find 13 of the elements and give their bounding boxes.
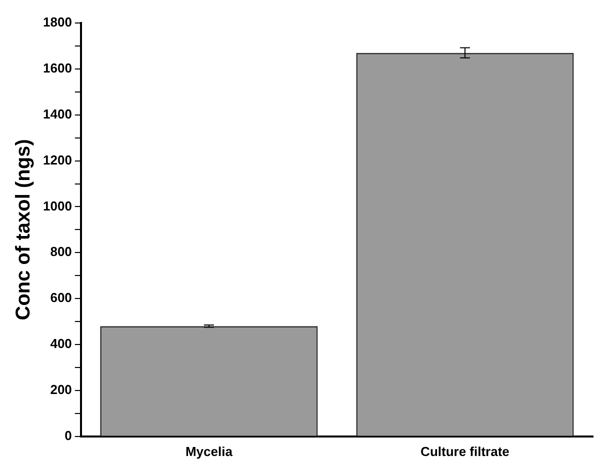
y-tick-label: 1400 <box>43 106 72 122</box>
y-tick-label: 1800 <box>43 14 72 30</box>
y-tick-label: 400 <box>50 336 72 352</box>
y-axis-title: Conc of taxol (ngs) <box>12 139 35 320</box>
y-tick-label: 1200 <box>43 152 72 168</box>
x-tick-label: Mycelia <box>185 444 234 459</box>
y-tick-label: 600 <box>50 290 72 306</box>
y-tick-label: 1600 <box>43 60 72 76</box>
y-tick-label: 800 <box>50 244 72 260</box>
y-tick-label: 200 <box>50 382 72 398</box>
y-tick-label: 0 <box>64 428 72 443</box>
y-tick-label: 1000 <box>43 198 72 214</box>
x-tick-label: Culture filtrate <box>420 444 510 459</box>
